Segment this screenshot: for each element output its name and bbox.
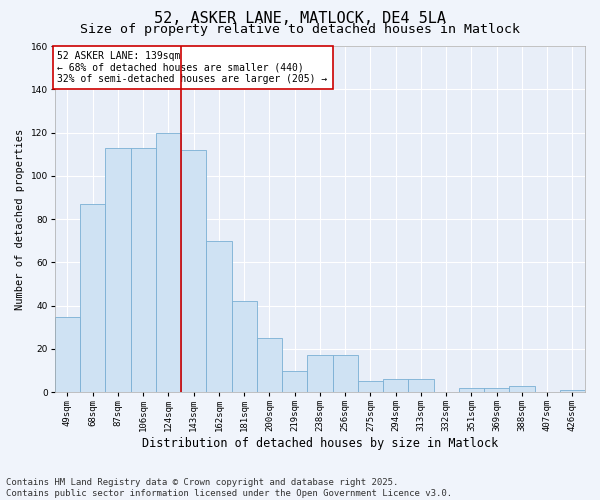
Text: 52 ASKER LANE: 139sqm
← 68% of detached houses are smaller (440)
32% of semi-det: 52 ASKER LANE: 139sqm ← 68% of detached … xyxy=(58,51,328,84)
Y-axis label: Number of detached properties: Number of detached properties xyxy=(15,128,25,310)
Bar xyxy=(282,370,307,392)
Bar xyxy=(257,338,282,392)
Bar xyxy=(358,382,383,392)
Bar xyxy=(332,356,358,392)
X-axis label: Distribution of detached houses by size in Matlock: Distribution of detached houses by size … xyxy=(142,437,498,450)
Bar xyxy=(80,204,105,392)
Bar xyxy=(206,241,232,392)
Bar xyxy=(408,380,433,392)
Bar xyxy=(560,390,585,392)
Text: Contains HM Land Registry data © Crown copyright and database right 2025.
Contai: Contains HM Land Registry data © Crown c… xyxy=(6,478,452,498)
Bar xyxy=(307,356,332,392)
Text: 52, ASKER LANE, MATLOCK, DE4 5LA: 52, ASKER LANE, MATLOCK, DE4 5LA xyxy=(154,11,446,26)
Bar xyxy=(55,316,80,392)
Bar xyxy=(383,380,408,392)
Bar xyxy=(156,132,181,392)
Text: Size of property relative to detached houses in Matlock: Size of property relative to detached ho… xyxy=(80,22,520,36)
Bar xyxy=(509,386,535,392)
Bar xyxy=(232,302,257,392)
Bar xyxy=(131,148,156,392)
Bar xyxy=(459,388,484,392)
Bar xyxy=(181,150,206,392)
Bar xyxy=(105,148,131,392)
Bar xyxy=(484,388,509,392)
